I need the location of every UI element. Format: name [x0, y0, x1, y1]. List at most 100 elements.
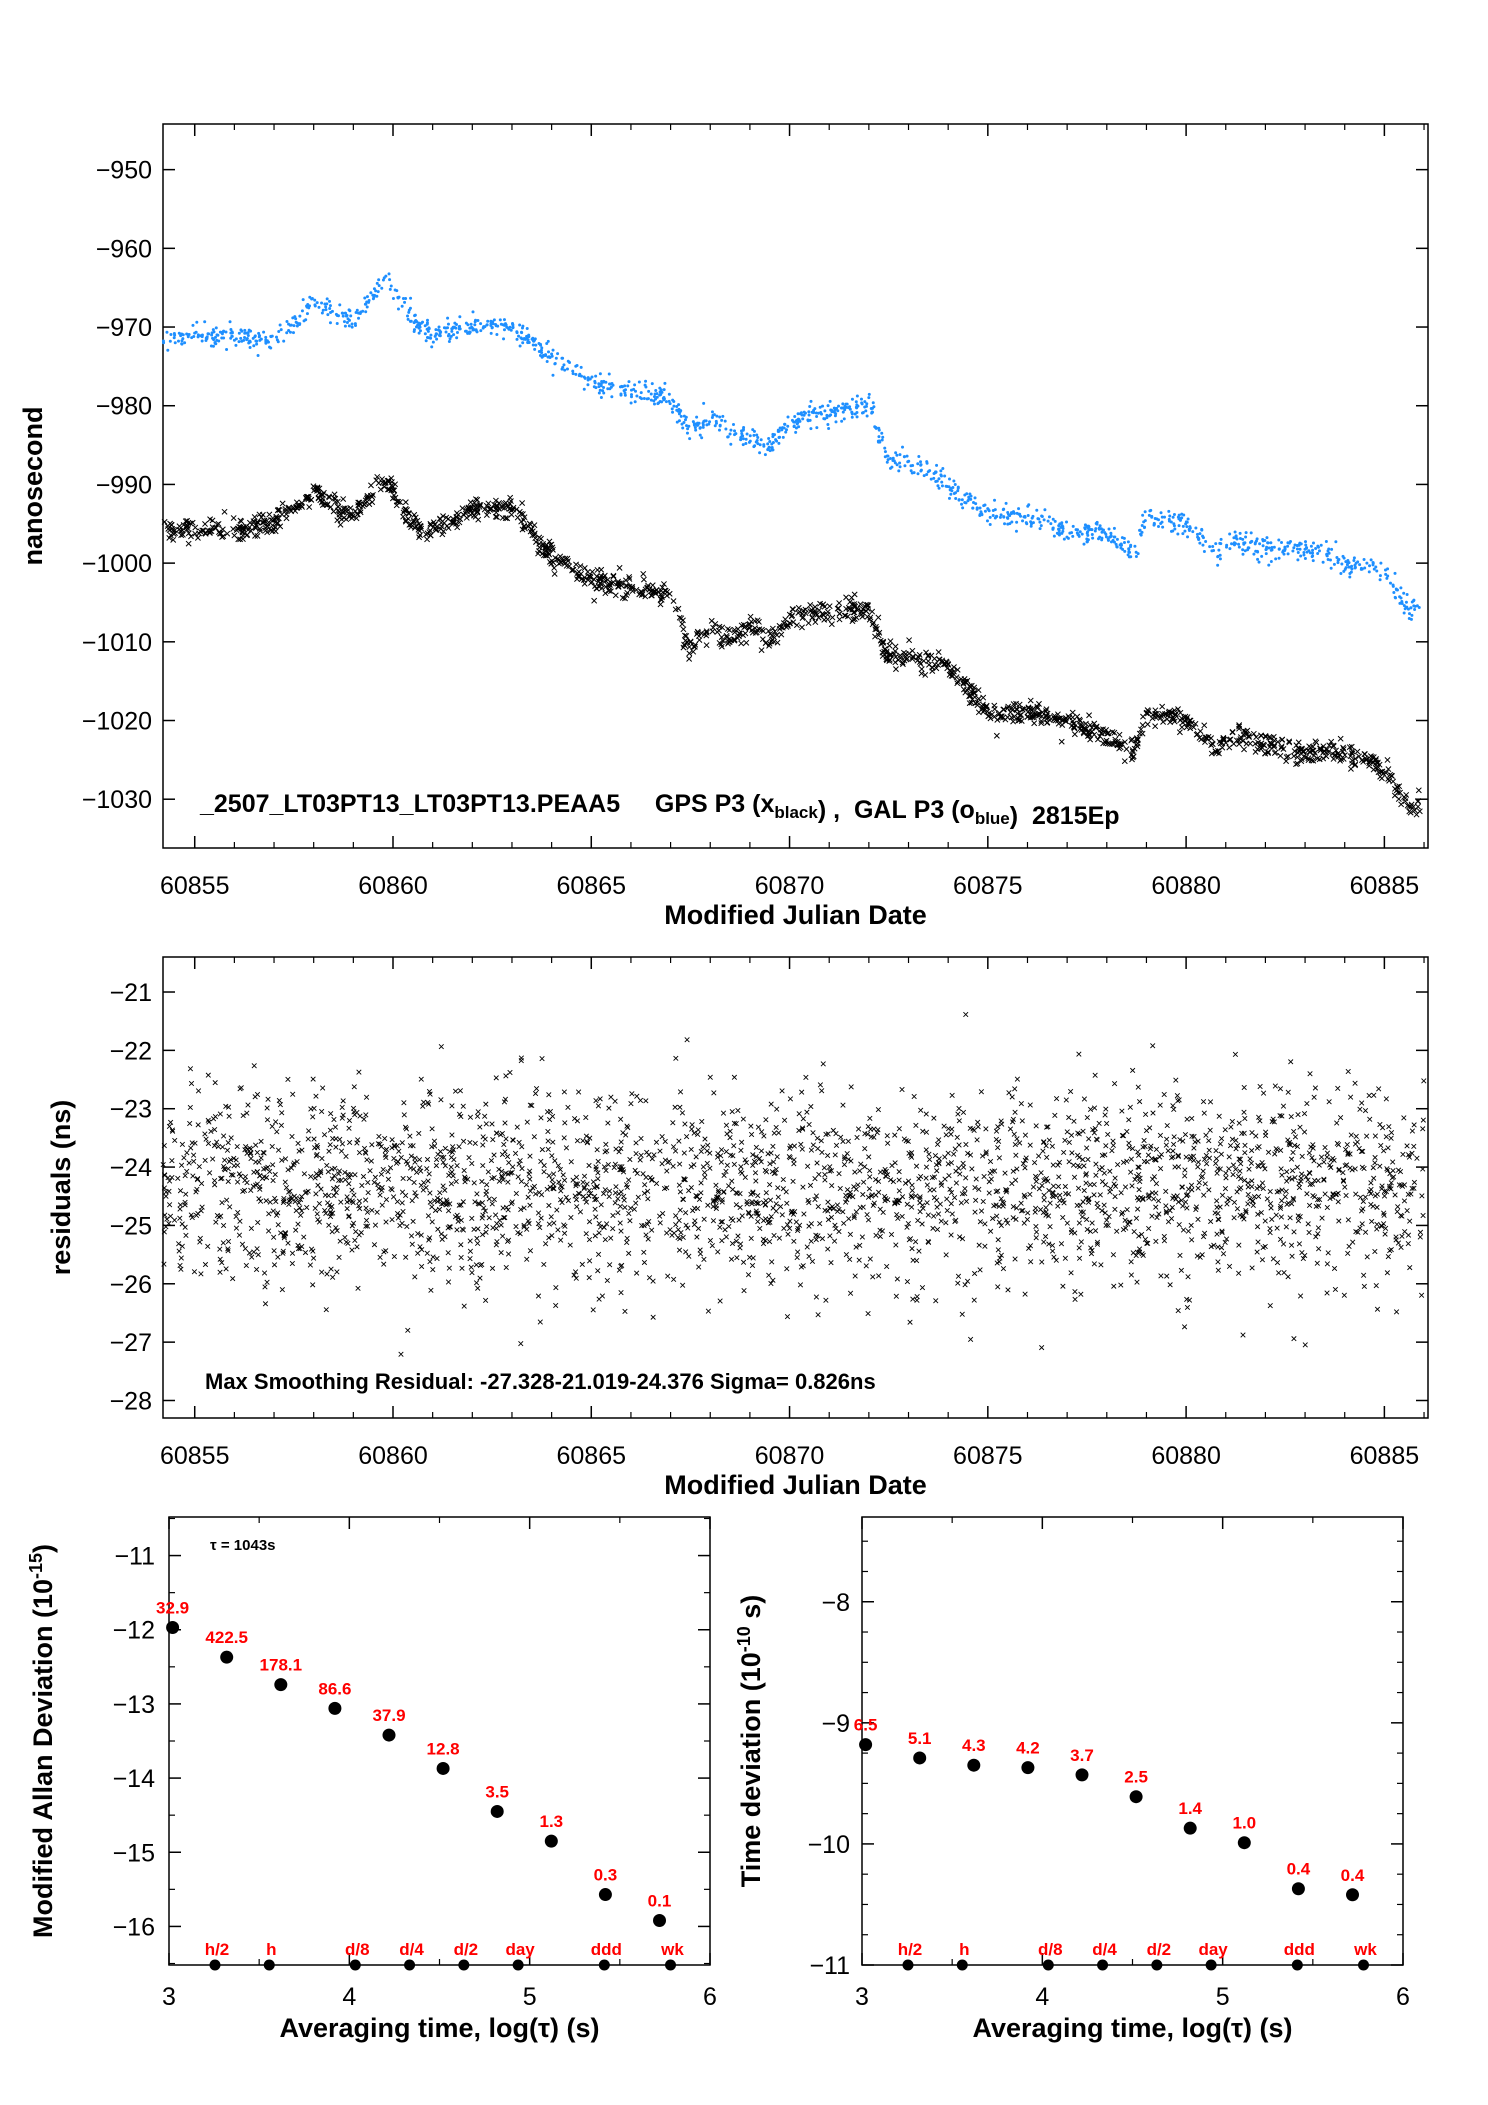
- data-point: [1109, 1148, 1115, 1154]
- data-point: [531, 522, 538, 529]
- data-point: [594, 386, 598, 390]
- data-point: [234, 1179, 241, 1185]
- data-point: [581, 580, 588, 587]
- data-point: [427, 527, 434, 534]
- data-point: [624, 388, 628, 392]
- data-point: [402, 517, 409, 524]
- data-point: [1348, 575, 1352, 579]
- data-point: [683, 418, 687, 422]
- data-point: [728, 1256, 735, 1262]
- panel1-xtick-label: 60875: [953, 872, 1023, 900]
- data-point: [1098, 1262, 1104, 1268]
- data-point: [741, 437, 745, 441]
- data-point: [768, 1101, 774, 1107]
- data-point: [272, 1171, 278, 1178]
- data-point: [258, 1155, 264, 1161]
- data-point: [758, 647, 765, 654]
- data-point: [449, 1132, 455, 1138]
- data-point: [320, 311, 324, 315]
- data-point: [723, 1122, 730, 1128]
- data-point: [1301, 1129, 1308, 1135]
- data-point: [1063, 1190, 1069, 1197]
- data-point: [906, 637, 913, 644]
- data-point: [1298, 547, 1302, 551]
- data-point: [1062, 1137, 1068, 1144]
- data-point: [993, 498, 997, 502]
- data-point: [1133, 544, 1137, 548]
- data-point: [1101, 528, 1105, 532]
- data-point: [1361, 1272, 1367, 1278]
- data-point: [1039, 709, 1046, 716]
- data-point: [356, 1198, 363, 1204]
- data-point: [626, 1250, 632, 1256]
- data-point: [219, 526, 226, 533]
- data-point: [806, 1121, 812, 1128]
- data-point: [955, 1280, 961, 1286]
- data-point: [326, 494, 333, 501]
- data-point: [1065, 520, 1069, 524]
- data-point: [245, 526, 252, 533]
- data-point: [1109, 540, 1113, 544]
- data-point: [230, 331, 234, 335]
- data-point: [1009, 511, 1013, 515]
- data-point: [1324, 1290, 1330, 1296]
- data-point: [246, 1250, 253, 1256]
- data-point: [467, 1256, 473, 1262]
- data-point: [183, 1232, 189, 1238]
- data-point: [257, 335, 261, 339]
- data-point: [1024, 714, 1031, 721]
- data-point: [649, 582, 656, 589]
- data-point: [192, 524, 199, 531]
- data-point: [692, 422, 696, 426]
- data-point: [365, 1190, 371, 1196]
- data-point: [950, 664, 957, 671]
- data-point: [676, 1247, 683, 1253]
- data-point: [702, 1174, 708, 1180]
- data-point: [936, 1137, 942, 1143]
- data-point: [1277, 547, 1281, 551]
- data-point: [677, 1207, 683, 1213]
- data-point: [812, 619, 819, 626]
- data-point: [909, 1182, 915, 1188]
- data-point: [911, 1093, 917, 1100]
- data-point: [1110, 1138, 1116, 1144]
- data-point: [285, 331, 289, 335]
- data-point: [1360, 1198, 1366, 1205]
- data-point: [681, 1150, 687, 1156]
- data-point: [1359, 1164, 1365, 1170]
- data-point: [1366, 760, 1373, 767]
- data-point: [808, 1147, 815, 1153]
- data-point: [1031, 514, 1035, 518]
- data-point: [763, 1190, 769, 1196]
- data-point: [1299, 748, 1306, 755]
- data-point: [1152, 723, 1159, 730]
- data-point: [1059, 717, 1066, 724]
- data-point: [477, 1124, 483, 1130]
- data-point: [219, 534, 226, 540]
- panel1-xtick-label: 60870: [755, 872, 825, 900]
- data-point: [1378, 775, 1385, 782]
- data-point: [735, 1233, 741, 1239]
- data-point: [1316, 544, 1320, 548]
- data-point: [1190, 724, 1197, 731]
- data-point: [885, 1140, 891, 1146]
- data-point: [681, 632, 688, 639]
- data-point: [429, 333, 433, 337]
- data-point: [693, 631, 700, 637]
- data-point: [808, 405, 812, 409]
- data-point: [552, 554, 559, 561]
- data-point: [541, 1162, 547, 1169]
- data-point: [1064, 1220, 1070, 1226]
- data-point: [1241, 1109, 1247, 1115]
- data-point: [496, 1166, 502, 1173]
- data-point: [624, 1235, 630, 1241]
- data-point: [1229, 728, 1236, 735]
- data-point: [1337, 557, 1341, 561]
- data-point: [471, 310, 475, 314]
- data-point: [330, 508, 337, 515]
- data-point: [270, 1177, 276, 1184]
- data-point: [684, 639, 691, 646]
- data-point: [819, 410, 823, 414]
- data-point: [721, 414, 725, 418]
- data-point: [454, 1163, 460, 1169]
